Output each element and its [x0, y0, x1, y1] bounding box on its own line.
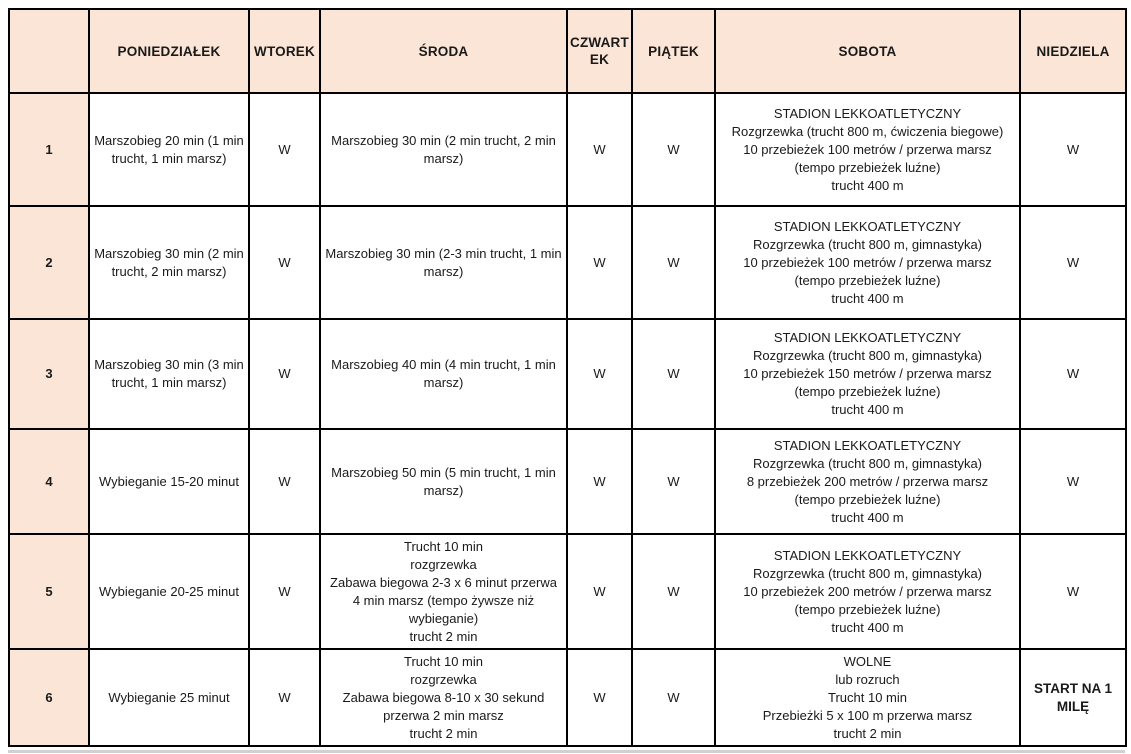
cell-sunday: W [1019, 318, 1127, 430]
header-tuesday: WTOREK [248, 8, 321, 94]
cell-tuesday: W [248, 205, 321, 320]
header-saturday: SOBOTA [714, 8, 1021, 94]
header-week-number [8, 8, 90, 94]
cell-monday: Marszobieg 20 min (1 min trucht, 1 min m… [88, 92, 250, 207]
cell-saturday: STADION LEKKOATLETYCZNY Rozgrzewka (truc… [714, 533, 1021, 650]
cell-thursday: W [566, 205, 633, 320]
cell-saturday: STADION LEKKOATLETYCZNY Rozgrzewka (truc… [714, 428, 1021, 535]
cell-monday: Marszobieg 30 min (3 min trucht, 1 min m… [88, 318, 250, 430]
cell-friday: W [631, 318, 716, 430]
week-row: 3 Marszobieg 30 min (3 min trucht, 1 min … [8, 318, 1127, 430]
cell-saturday: WOLNE lub rozruch Trucht 10 min Przebież… [714, 648, 1021, 747]
training-schedule-table: PONIEDZIAŁEK WTOREK ŚRODA CZWART EK PIĄT… [8, 8, 1127, 747]
week-row: 2 Marszobieg 30 min (2 min trucht, 2 min … [8, 205, 1127, 320]
cell-thursday: W [566, 533, 633, 650]
cell-saturday: STADION LEKKOATLETYCZNY Rozgrzewka (truc… [714, 318, 1021, 430]
cell-sunday: START NA 1 MILĘ [1019, 648, 1127, 747]
week-number-cell: 1 [8, 92, 90, 207]
cell-wednesday: Trucht 10 min rozgrzewka Zabawa biegowa … [319, 648, 568, 747]
cell-tuesday: W [248, 92, 321, 207]
header-friday: PIĄTEK [631, 8, 716, 94]
week-row: 1 Marszobieg 20 min (1 min trucht, 1 min … [8, 92, 1127, 207]
cell-friday: W [631, 205, 716, 320]
cell-tuesday: W [248, 648, 321, 747]
header-sunday: NIEDZIELA [1019, 8, 1127, 94]
cell-tuesday: W [248, 428, 321, 535]
header-wednesday: ŚRODA [319, 8, 568, 94]
week-row: 4 Wybieganie 15-20 minut W Marszobieg 50 mi… [8, 428, 1127, 535]
cell-wednesday: Trucht 10 min rozgrzewka Zabawa biegowa … [319, 533, 568, 650]
cell-saturday: STADION LEKKOATLETYCZNY Rozgrzewka (truc… [714, 92, 1021, 207]
cell-wednesday: Marszobieg 50 min (5 min trucht, 1 min m… [319, 428, 568, 535]
cell-thursday: W [566, 318, 633, 430]
cell-thursday: W [566, 428, 633, 535]
cell-saturday: STADION LEKKOATLETYCZNY Rozgrzewka (truc… [714, 205, 1021, 320]
cell-friday: W [631, 533, 716, 650]
week-number-cell: 3 [8, 318, 90, 430]
cropped-next-row-sliver [8, 750, 1125, 753]
cell-friday: W [631, 648, 716, 747]
cell-wednesday: Marszobieg 30 min (2 min trucht, 2 min m… [319, 92, 568, 207]
cell-wednesday: Marszobieg 40 min (4 min trucht, 1 min m… [319, 318, 568, 430]
cell-tuesday: W [248, 533, 321, 650]
cell-monday: Wybieganie 25 minut [88, 648, 250, 747]
cell-wednesday: Marszobieg 30 min (2-3 min trucht, 1 min… [319, 205, 568, 320]
week-number-cell: 2 [8, 205, 90, 320]
week-number-cell: 6 [8, 648, 90, 747]
week-number-cell: 5 [8, 533, 90, 650]
cell-tuesday: W [248, 318, 321, 430]
cell-thursday: W [566, 92, 633, 207]
cell-friday: W [631, 92, 716, 207]
cell-sunday: W [1019, 92, 1127, 207]
header-thursday: CZWART EK [566, 8, 633, 94]
cell-monday: Wybieganie 20-25 minut [88, 533, 250, 650]
cell-sunday: W [1019, 205, 1127, 320]
week-number-cell: 4 [8, 428, 90, 535]
cell-friday: W [631, 428, 716, 535]
week-row: 5 Wybieganie 20-25 minut W Trucht 10 min ro… [8, 533, 1127, 650]
cell-monday: Wybieganie 15-20 minut [88, 428, 250, 535]
header-monday: PONIEDZIAŁEK [88, 8, 250, 94]
week-row: 6 Wybieganie 25 minut W Trucht 10 min rozgr… [8, 648, 1127, 747]
cell-sunday: W [1019, 533, 1127, 650]
cell-monday: Marszobieg 30 min (2 min trucht, 2 min m… [88, 205, 250, 320]
table-body: 1 Marszobieg 20 min (1 min trucht, 1 min … [8, 92, 1127, 747]
cell-thursday: W [566, 648, 633, 747]
cell-sunday: W [1019, 428, 1127, 535]
table-header-row: PONIEDZIAŁEK WTOREK ŚRODA CZWART EK PIĄT… [8, 8, 1127, 94]
